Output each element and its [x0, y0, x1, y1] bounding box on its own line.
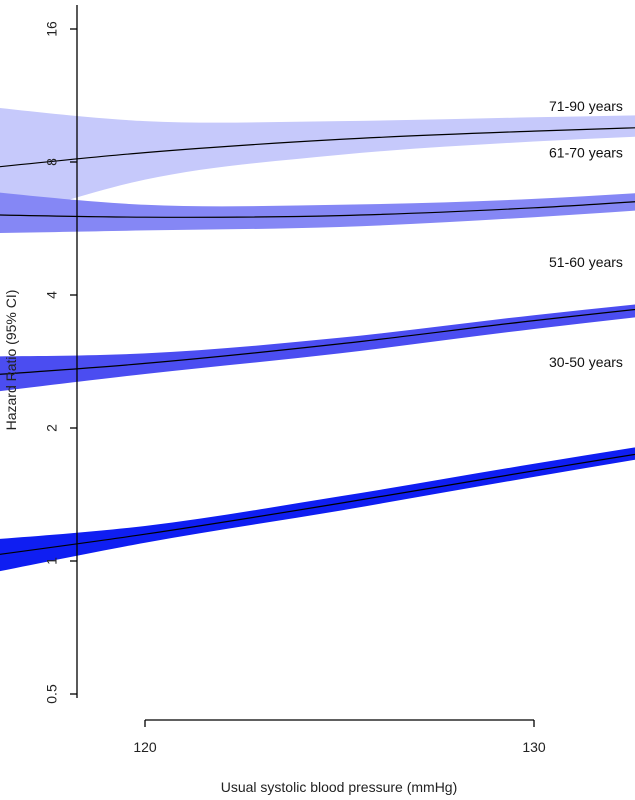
hr-curve-30-50-years [0, 453, 635, 555]
y-tick-label: 16 [44, 21, 60, 37]
x-tick-label: 130 [522, 739, 546, 755]
y-tick-label: 0.5 [44, 684, 60, 704]
y-tick-label: 2 [44, 424, 60, 432]
hr-curve-71-90-years [0, 127, 635, 168]
series-label-71-90-years: 71-90 years [549, 98, 623, 114]
confidence-bands [0, 107, 635, 572]
y-tick-label: 8 [44, 158, 60, 166]
x-axis-ticks: 120130140150160 [133, 720, 546, 755]
ci-band-61-70-years [0, 192, 635, 234]
series-labels: 71-90 years 61-70 years 51-60 years 30-50 y… [549, 98, 623, 370]
y-axis-title: Hazard Ratio (95% CI) [3, 290, 19, 431]
hr-curve-51-60-years [0, 308, 635, 375]
y-tick-label: 4 [44, 291, 60, 299]
series-label-30-50-years: 30-50 years [549, 354, 623, 370]
hazard-ratio-curves [0, 127, 635, 555]
series-label-61-70-years: 61-70 years [549, 145, 623, 161]
hr-curve-61-70-years [0, 201, 635, 218]
series-label-51-60-years: 51-60 years [549, 254, 623, 270]
x-axis-title: Usual systolic blood pressure (mmHg) [221, 779, 458, 795]
ci-band-30-50-years [0, 447, 635, 572]
ci-band-71-90-years [0, 107, 635, 222]
x-tick-label: 120 [133, 739, 157, 755]
y-axis-ticks: 0.5 1 2 4 8 16 [44, 21, 77, 704]
axes [76, 5, 534, 721]
y-tick-label: 1 [44, 557, 60, 565]
ci-band-51-60-years [0, 304, 635, 392]
